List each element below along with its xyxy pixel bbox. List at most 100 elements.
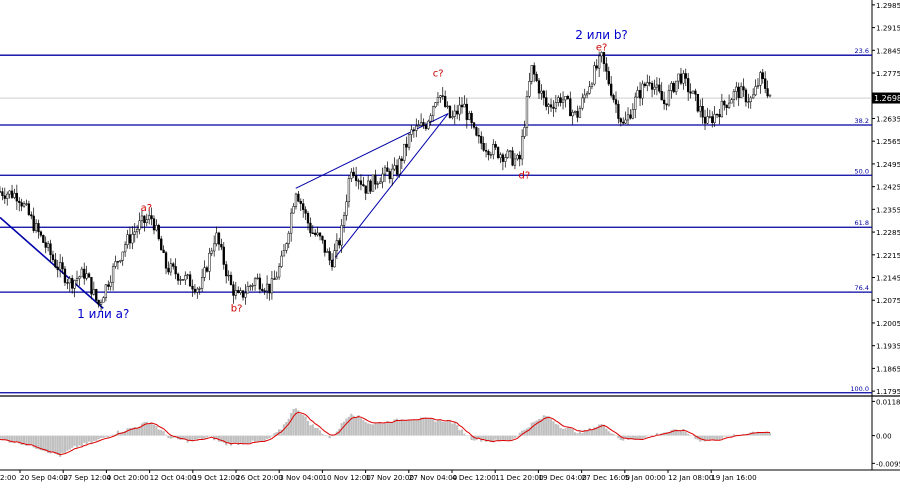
- price-tick-label: 1.1865: [876, 364, 900, 373]
- candle-up: [655, 84, 659, 88]
- candle-down: [737, 86, 740, 99]
- price-tick-label: 1.2565: [876, 137, 900, 146]
- histogram-bar: [672, 429, 675, 436]
- histogram-bar: [128, 427, 132, 436]
- candle-up: [234, 290, 237, 296]
- histogram-bar: [314, 427, 317, 436]
- histogram-bar: [641, 435, 644, 440]
- fib-level-label: 61.8: [855, 219, 869, 227]
- candle-up: [109, 281, 112, 287]
- candle-up: [653, 86, 656, 90]
- candle-up: [123, 244, 127, 253]
- candle-down: [662, 99, 666, 104]
- candle-down: [162, 249, 165, 253]
- histogram-bar: [143, 421, 146, 436]
- candle-up: [239, 290, 242, 293]
- histogram-bar: [598, 424, 601, 436]
- histogram-bar: [20, 435, 23, 445]
- histogram-bar: [369, 424, 372, 436]
- histogram-bar: [516, 435, 519, 437]
- candle-up: [463, 103, 466, 108]
- candle-down: [174, 266, 177, 275]
- histogram-bar: [3, 435, 6, 440]
- candle-down: [10, 190, 14, 198]
- histogram-bar: [297, 410, 300, 436]
- candle-up: [200, 277, 204, 289]
- histogram-bar: [318, 430, 322, 436]
- candle-up: [646, 82, 649, 86]
- histogram-bar: [636, 435, 639, 440]
- histogram-bar: [494, 435, 497, 440]
- histogram-bar: [542, 415, 545, 436]
- histogram-bar: [530, 422, 533, 436]
- histogram-bar: [605, 428, 608, 436]
- histogram-bar: [412, 419, 415, 436]
- candle-down: [422, 122, 425, 126]
- candle-down: [167, 267, 170, 273]
- histogram-bar: [152, 424, 156, 436]
- histogram-bar: [650, 435, 654, 436]
- candle-up: [136, 229, 139, 233]
- histogram-bar: [441, 421, 444, 436]
- candle-up: [636, 90, 639, 98]
- histogram-bar: [34, 435, 38, 449]
- wave-label: b?: [231, 304, 243, 315]
- histogram-bar: [602, 424, 606, 436]
- histogram-bar: [73, 435, 76, 446]
- candle-down: [116, 261, 120, 263]
- histogram-bar: [232, 435, 235, 443]
- histogram-bar: [434, 421, 437, 436]
- candle-up: [282, 250, 286, 257]
- candle-up: [508, 150, 512, 152]
- candle-down: [764, 78, 767, 89]
- histogram-bar: [675, 429, 678, 436]
- histogram-bar: [285, 422, 288, 436]
- histogram-bar: [78, 435, 81, 446]
- histogram-bar: [56, 435, 59, 455]
- histogram-bar: [246, 435, 249, 444]
- candle-up: [46, 243, 50, 248]
- histogram-bar: [225, 435, 228, 446]
- candle-down: [619, 118, 622, 123]
- price-tick-label: 1.2495: [876, 160, 900, 169]
- candle-down: [460, 104, 464, 108]
- candle-down: [309, 222, 312, 234]
- histogram-bar: [44, 435, 47, 452]
- histogram-bar: [415, 419, 418, 436]
- candle-down: [268, 283, 271, 294]
- histogram-bar: [506, 435, 509, 441]
- histogram-bar: [376, 422, 379, 436]
- candle-down: [535, 74, 538, 81]
- time-tick-label: 12 Oct 04:00: [150, 473, 197, 482]
- histogram-bar: [482, 435, 485, 441]
- candle-up: [102, 297, 105, 303]
- histogram-bar: [573, 432, 577, 436]
- candle-down: [176, 273, 180, 281]
- time-tick-label: 27 Nov 04:00: [409, 473, 458, 482]
- candle-up: [768, 94, 772, 97]
- histogram-bar: [323, 434, 326, 436]
- wave-annotations: 1 или a? a? b? c? d? 2 или b?e?: [77, 28, 628, 321]
- histogram-bar: [607, 431, 610, 436]
- candle-down: [742, 86, 745, 91]
- histogram-bar: [80, 435, 83, 447]
- histogram-bar: [0, 435, 2, 439]
- histogram-bar: [535, 420, 538, 436]
- histogram-bar: [545, 415, 548, 436]
- candle-down: [191, 285, 194, 290]
- candle-up: [431, 106, 435, 117]
- candle-down: [482, 142, 485, 151]
- price-tick-label: 1.1795: [876, 387, 900, 396]
- histogram-bar: [22, 435, 26, 445]
- candle-up: [75, 278, 79, 281]
- histogram-bar: [439, 419, 442, 436]
- candle-up: [453, 110, 456, 117]
- candle-up: [345, 201, 348, 216]
- price-tick-label: 1.1935: [876, 342, 900, 351]
- fib-level-label: 38.2: [855, 117, 869, 125]
- histogram-bar: [407, 419, 411, 436]
- candle-down: [441, 95, 444, 97]
- candle-down: [217, 232, 221, 245]
